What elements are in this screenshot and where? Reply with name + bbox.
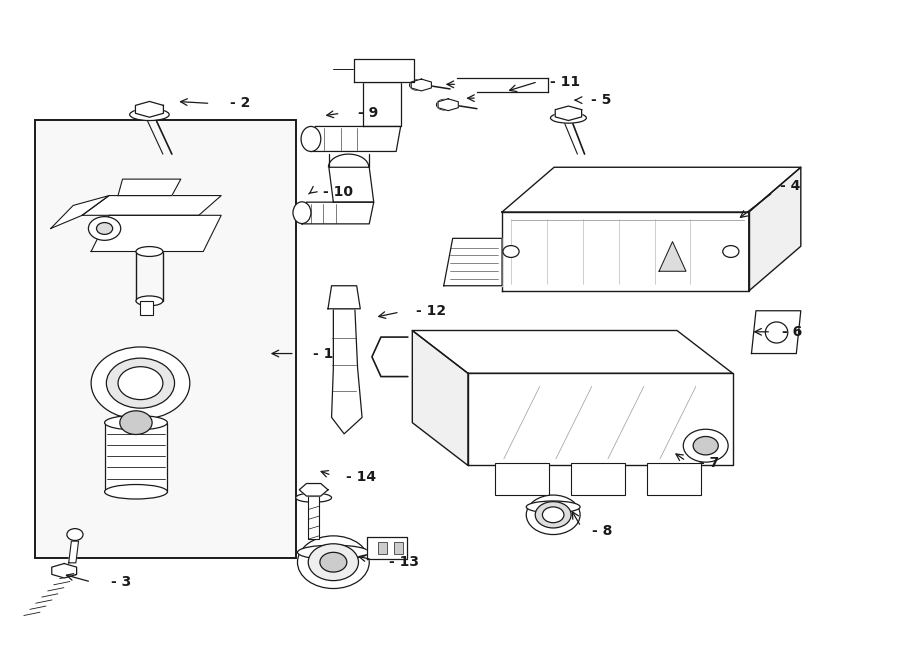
- Bar: [572, 463, 625, 495]
- Text: - 6: - 6: [782, 325, 802, 339]
- Text: - 2: - 2: [230, 97, 250, 110]
- Ellipse shape: [410, 80, 426, 91]
- Polygon shape: [367, 537, 407, 559]
- Circle shape: [536, 502, 572, 528]
- Circle shape: [118, 367, 163, 400]
- Polygon shape: [118, 179, 181, 196]
- Polygon shape: [412, 330, 733, 373]
- Polygon shape: [82, 196, 221, 215]
- Circle shape: [693, 436, 718, 455]
- Text: - 1: - 1: [312, 346, 333, 360]
- Text: - 14: - 14: [346, 469, 376, 484]
- Ellipse shape: [436, 99, 453, 110]
- Bar: [35, 120, 296, 558]
- Circle shape: [683, 429, 728, 462]
- Bar: [104, 422, 167, 492]
- Circle shape: [67, 529, 83, 541]
- Ellipse shape: [136, 296, 163, 306]
- Polygon shape: [52, 564, 76, 578]
- Circle shape: [526, 495, 580, 535]
- Polygon shape: [310, 126, 400, 151]
- Polygon shape: [444, 239, 502, 286]
- Polygon shape: [50, 196, 109, 229]
- Ellipse shape: [136, 247, 163, 256]
- Polygon shape: [438, 98, 458, 110]
- Bar: [647, 463, 701, 495]
- Circle shape: [91, 347, 190, 419]
- Ellipse shape: [302, 126, 320, 151]
- Ellipse shape: [551, 112, 587, 123]
- Text: - 9: - 9: [358, 106, 379, 120]
- Polygon shape: [749, 167, 801, 291]
- Text: - 5: - 5: [591, 93, 611, 107]
- Ellipse shape: [109, 369, 163, 391]
- Circle shape: [298, 536, 369, 588]
- Polygon shape: [328, 286, 360, 309]
- Polygon shape: [502, 212, 749, 291]
- Polygon shape: [354, 59, 414, 83]
- Circle shape: [308, 544, 358, 580]
- Polygon shape: [68, 541, 78, 563]
- Ellipse shape: [298, 545, 369, 560]
- Polygon shape: [555, 106, 581, 120]
- Text: - 12: - 12: [416, 304, 446, 318]
- Text: - 3: - 3: [111, 575, 131, 589]
- Ellipse shape: [104, 485, 167, 499]
- Text: - 11: - 11: [551, 75, 580, 89]
- Polygon shape: [91, 215, 221, 252]
- Ellipse shape: [293, 202, 310, 223]
- Text: - 10: - 10: [322, 185, 353, 199]
- Polygon shape: [363, 83, 400, 126]
- Polygon shape: [331, 309, 362, 434]
- Bar: [308, 496, 319, 539]
- Text: - 8: - 8: [592, 524, 612, 538]
- Text: - 7: - 7: [699, 457, 720, 471]
- Circle shape: [96, 223, 112, 235]
- Polygon shape: [468, 373, 733, 465]
- Circle shape: [723, 246, 739, 257]
- Polygon shape: [502, 167, 801, 212]
- Circle shape: [503, 246, 519, 257]
- Text: - 4: - 4: [780, 178, 801, 193]
- Polygon shape: [135, 101, 164, 117]
- Polygon shape: [300, 483, 328, 496]
- Polygon shape: [411, 79, 431, 91]
- Polygon shape: [302, 202, 374, 224]
- Text: - 13: - 13: [389, 555, 419, 569]
- Bar: [394, 543, 403, 555]
- Circle shape: [88, 217, 121, 241]
- Circle shape: [543, 507, 564, 523]
- Ellipse shape: [526, 501, 580, 513]
- Bar: [378, 543, 387, 555]
- Polygon shape: [328, 167, 374, 202]
- Circle shape: [106, 358, 175, 408]
- Ellipse shape: [104, 415, 167, 430]
- Ellipse shape: [130, 108, 169, 120]
- Bar: [495, 463, 549, 495]
- Polygon shape: [659, 242, 686, 271]
- Ellipse shape: [296, 493, 331, 502]
- Ellipse shape: [765, 322, 788, 343]
- Bar: [140, 301, 153, 315]
- Circle shape: [320, 553, 346, 572]
- Polygon shape: [412, 330, 468, 465]
- Circle shape: [120, 410, 152, 434]
- Polygon shape: [752, 311, 801, 354]
